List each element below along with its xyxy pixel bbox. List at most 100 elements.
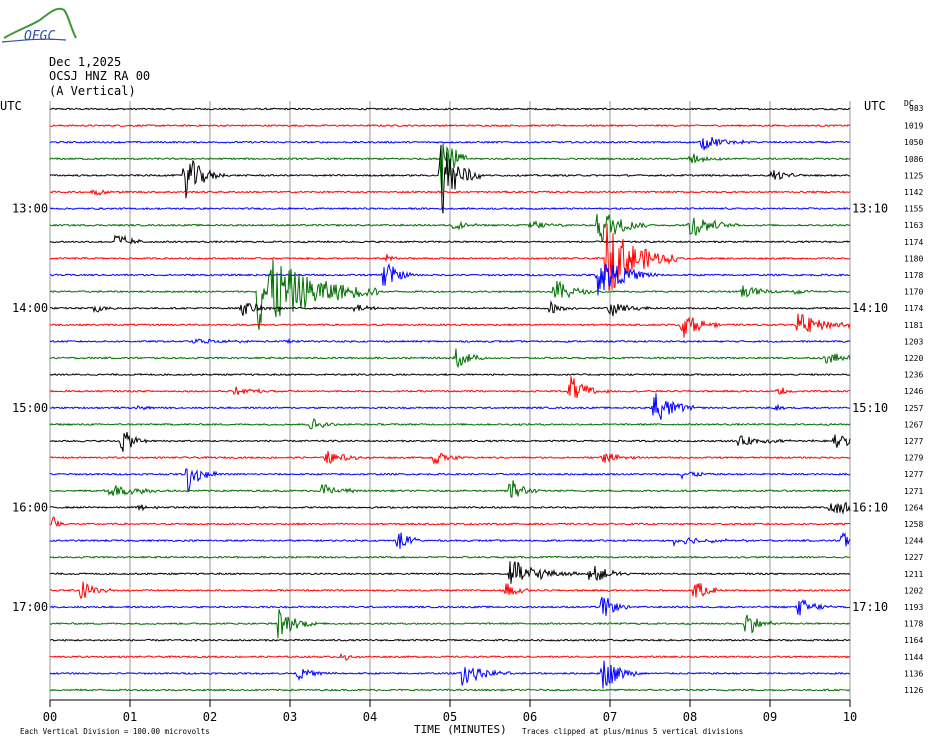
trace-16 xyxy=(49,372,851,377)
right-hour-label: 15:10 xyxy=(852,401,888,415)
dc-offset-value: 1236 xyxy=(904,371,923,380)
logo-text: OFGC xyxy=(24,29,55,44)
dc-offset-value: 1050 xyxy=(904,138,923,147)
dc-offset-value: 1126 xyxy=(904,686,923,695)
logo-swoosh-green xyxy=(3,7,77,39)
trace-10 xyxy=(49,263,851,296)
dc-offset-value: 1279 xyxy=(904,454,923,463)
trace-23 xyxy=(49,480,851,498)
dc-offset-value: 1170 xyxy=(904,288,923,297)
dc-offset-value: 1144 xyxy=(904,653,923,662)
dc-offset-value: 1202 xyxy=(904,586,923,595)
dc-offset-value: 1264 xyxy=(904,503,923,512)
left-hour-label: 15:00 xyxy=(12,401,48,415)
clip-note: Traces clipped at plus/minus 5 vertical … xyxy=(522,727,743,736)
trace-35 xyxy=(49,688,851,692)
dc-label: DC xyxy=(904,99,914,108)
dc-offset-value: 1181 xyxy=(904,321,923,330)
right-utc-label: UTC xyxy=(864,99,886,113)
left-hour-label: 16:00 xyxy=(12,500,48,514)
x-tick-label: 08 xyxy=(683,710,697,724)
dc-offset-value: 1180 xyxy=(904,254,923,263)
trace-1 xyxy=(49,123,851,128)
right-hour-label: 16:10 xyxy=(852,500,888,514)
trace-18 xyxy=(49,393,851,420)
trace-9 xyxy=(49,223,851,291)
trace-group xyxy=(49,107,851,692)
dc-offset-value: 1174 xyxy=(904,304,923,313)
plot-date: Dec 1,2025 xyxy=(49,55,121,69)
left-utc-label: UTC xyxy=(0,99,22,113)
hour-labels: 13:00 14:00 15:00 16:00 17:00 13:10 14:10 15:10… xyxy=(12,202,888,614)
dc-offset-labels: 983 1019 1050 1086 1125 1142 1155 1163 1174 1180 1… xyxy=(904,104,924,695)
x-tick-label: 00 xyxy=(43,710,57,724)
trace-0 xyxy=(49,107,851,111)
trace-14 xyxy=(49,338,851,345)
dc-offset-value: 983 xyxy=(909,104,924,113)
dc-offset-value: 1125 xyxy=(904,171,923,180)
left-hour-label: 13:00 xyxy=(12,202,48,216)
right-hour-label: 13:10 xyxy=(852,202,888,216)
left-hour-label: 14:00 xyxy=(12,301,48,315)
dc-offset-value: 1203 xyxy=(904,337,923,346)
dc-offset-value: 1178 xyxy=(904,271,923,280)
dc-offset-value: 1164 xyxy=(904,636,923,645)
trace-4 xyxy=(49,144,851,214)
dc-offset-value: 1174 xyxy=(904,238,923,247)
trace-13 xyxy=(49,313,851,338)
right-hour-label: 17:10 xyxy=(852,600,888,614)
dc-offset-value: 1246 xyxy=(904,387,923,396)
right-hour-label: 14:10 xyxy=(852,301,888,315)
component-label: (A Vertical) xyxy=(49,84,136,98)
dc-offset-value: 1277 xyxy=(904,437,923,446)
left-hour-label: 17:00 xyxy=(12,600,48,614)
trace-22 xyxy=(49,468,851,493)
dc-offset-value: 1163 xyxy=(904,221,923,230)
trace-21 xyxy=(49,451,851,465)
trace-12 xyxy=(50,300,851,317)
x-tick-label: 09 xyxy=(763,710,777,724)
x-axis-title: TIME (MINUTES) xyxy=(414,723,507,736)
trace-7 xyxy=(49,213,851,243)
dc-offset-value: 1220 xyxy=(904,354,923,363)
trace-34 xyxy=(49,660,851,689)
trace-20 xyxy=(49,432,851,452)
trace-29 xyxy=(49,581,851,600)
trace-5 xyxy=(49,189,851,196)
trace-6 xyxy=(49,206,851,211)
trace-24 xyxy=(49,501,851,515)
trace-28 xyxy=(50,561,851,584)
trace-2 xyxy=(49,136,851,151)
dc-offset-value: 1244 xyxy=(904,537,923,546)
dc-offset-value: 1178 xyxy=(904,620,923,629)
trace-19 xyxy=(49,418,851,430)
logo-swoosh-blue xyxy=(1,38,67,43)
trace-17 xyxy=(49,376,850,399)
x-tick-label: 07 xyxy=(603,710,617,724)
x-tick-label: 04 xyxy=(363,710,377,724)
dc-offset-value: 1227 xyxy=(904,553,923,562)
dc-offset-value: 1086 xyxy=(904,155,923,164)
trace-30 xyxy=(49,596,851,616)
dc-offset-value: 1258 xyxy=(904,520,923,529)
dc-offset-value: 1193 xyxy=(904,603,923,612)
trace-3 xyxy=(49,143,851,199)
trace-26 xyxy=(49,531,851,549)
trace-8 xyxy=(49,234,851,245)
trace-33 xyxy=(49,652,851,661)
trace-31 xyxy=(49,609,851,639)
x-axis-ticks: 00 01 02 03 04 05 06 07 08 09 10 xyxy=(43,700,857,724)
dc-offset-value: 1019 xyxy=(904,122,923,131)
x-tick-label: 10 xyxy=(843,710,857,724)
dc-offset-value: 1257 xyxy=(904,404,923,413)
x-tick-label: 06 xyxy=(523,710,537,724)
trace-15 xyxy=(49,348,851,369)
trace-11 xyxy=(49,259,851,330)
dc-offset-value: 1277 xyxy=(904,470,923,479)
minute-grid xyxy=(49,101,851,700)
dc-offset-value: 1136 xyxy=(904,669,923,678)
trace-25 xyxy=(49,516,851,528)
scale-note: Each Vertical Division = 100.00 microvol… xyxy=(20,727,210,736)
dc-offset-value: 1267 xyxy=(904,420,923,429)
